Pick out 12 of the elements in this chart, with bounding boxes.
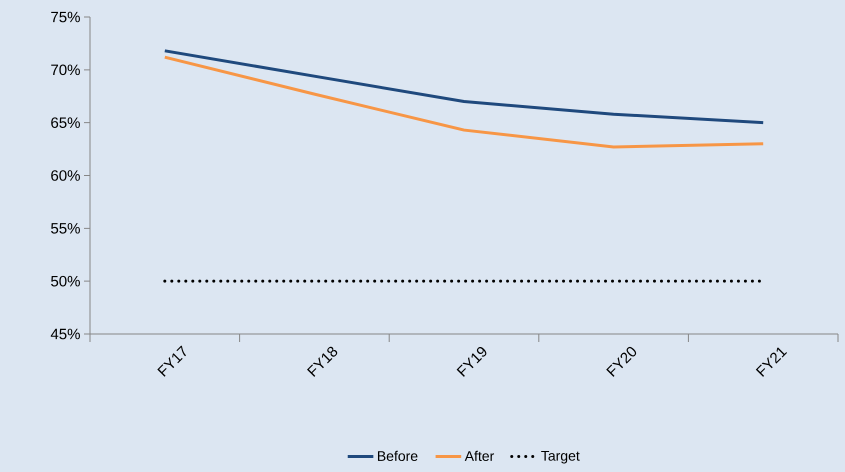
legend-label: After xyxy=(464,450,494,462)
y-tick-label: 65% xyxy=(51,117,80,128)
legend-label: Target xyxy=(541,450,580,464)
y-tick-label: 60% xyxy=(51,170,80,181)
y-tick-label: 50% xyxy=(51,276,80,286)
legend-label: Before xyxy=(378,450,418,462)
y-tick-label: 55% xyxy=(51,223,80,234)
y-tick-label: 75% xyxy=(51,12,80,22)
line-series xyxy=(163,49,765,124)
y-tick-label: 45% xyxy=(50,328,80,340)
y-tick-label: 70% xyxy=(51,64,80,76)
line-series xyxy=(163,56,765,148)
